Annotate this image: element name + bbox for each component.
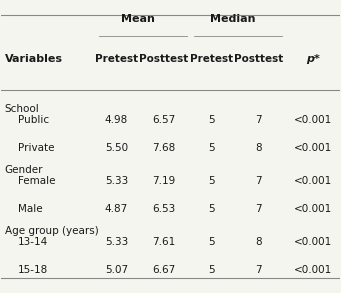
Text: <0.001: <0.001 [293, 265, 332, 275]
Text: <0.001: <0.001 [293, 204, 332, 214]
Text: Mean: Mean [121, 14, 155, 24]
Text: Male: Male [18, 204, 43, 214]
Text: 5.33: 5.33 [105, 176, 128, 186]
Text: 7: 7 [255, 176, 262, 186]
Text: 13-14: 13-14 [18, 237, 48, 247]
Text: Female: Female [18, 176, 56, 186]
Text: <0.001: <0.001 [293, 115, 332, 125]
Text: 7: 7 [255, 115, 262, 125]
Text: 6.67: 6.67 [152, 265, 175, 275]
Text: 7: 7 [255, 204, 262, 214]
Text: 7: 7 [255, 265, 262, 275]
Text: 6.53: 6.53 [152, 204, 175, 214]
Text: Posttest: Posttest [139, 54, 188, 64]
Text: 6.57: 6.57 [152, 115, 175, 125]
Text: 5: 5 [208, 204, 214, 214]
Text: Private: Private [18, 143, 55, 153]
Text: <0.001: <0.001 [293, 143, 332, 153]
Text: 7.61: 7.61 [152, 237, 175, 247]
Text: 5.33: 5.33 [105, 237, 128, 247]
Text: p*: p* [306, 54, 320, 64]
Text: 4.87: 4.87 [105, 204, 128, 214]
Text: 5: 5 [208, 176, 214, 186]
Text: Pretest: Pretest [95, 54, 138, 64]
Text: 7.19: 7.19 [152, 176, 175, 186]
Text: 8: 8 [255, 143, 262, 153]
Text: Variables: Variables [5, 54, 63, 64]
Text: Posttest: Posttest [234, 54, 283, 64]
Text: 5: 5 [208, 143, 214, 153]
Text: 5.50: 5.50 [105, 143, 128, 153]
Text: <0.001: <0.001 [293, 176, 332, 186]
Text: 5: 5 [208, 115, 214, 125]
Text: Age group (years): Age group (years) [5, 226, 99, 236]
Text: Public: Public [18, 115, 49, 125]
Text: Gender: Gender [5, 165, 43, 175]
Text: 7.68: 7.68 [152, 143, 175, 153]
Text: 8: 8 [255, 237, 262, 247]
Text: <0.001: <0.001 [293, 237, 332, 247]
Text: 15-18: 15-18 [18, 265, 48, 275]
Text: Median: Median [210, 14, 256, 24]
Text: 5.07: 5.07 [105, 265, 128, 275]
Text: School: School [5, 104, 40, 114]
Text: 4.98: 4.98 [105, 115, 128, 125]
Text: 5: 5 [208, 265, 214, 275]
Text: Pretest: Pretest [190, 54, 233, 64]
Text: 5: 5 [208, 237, 214, 247]
